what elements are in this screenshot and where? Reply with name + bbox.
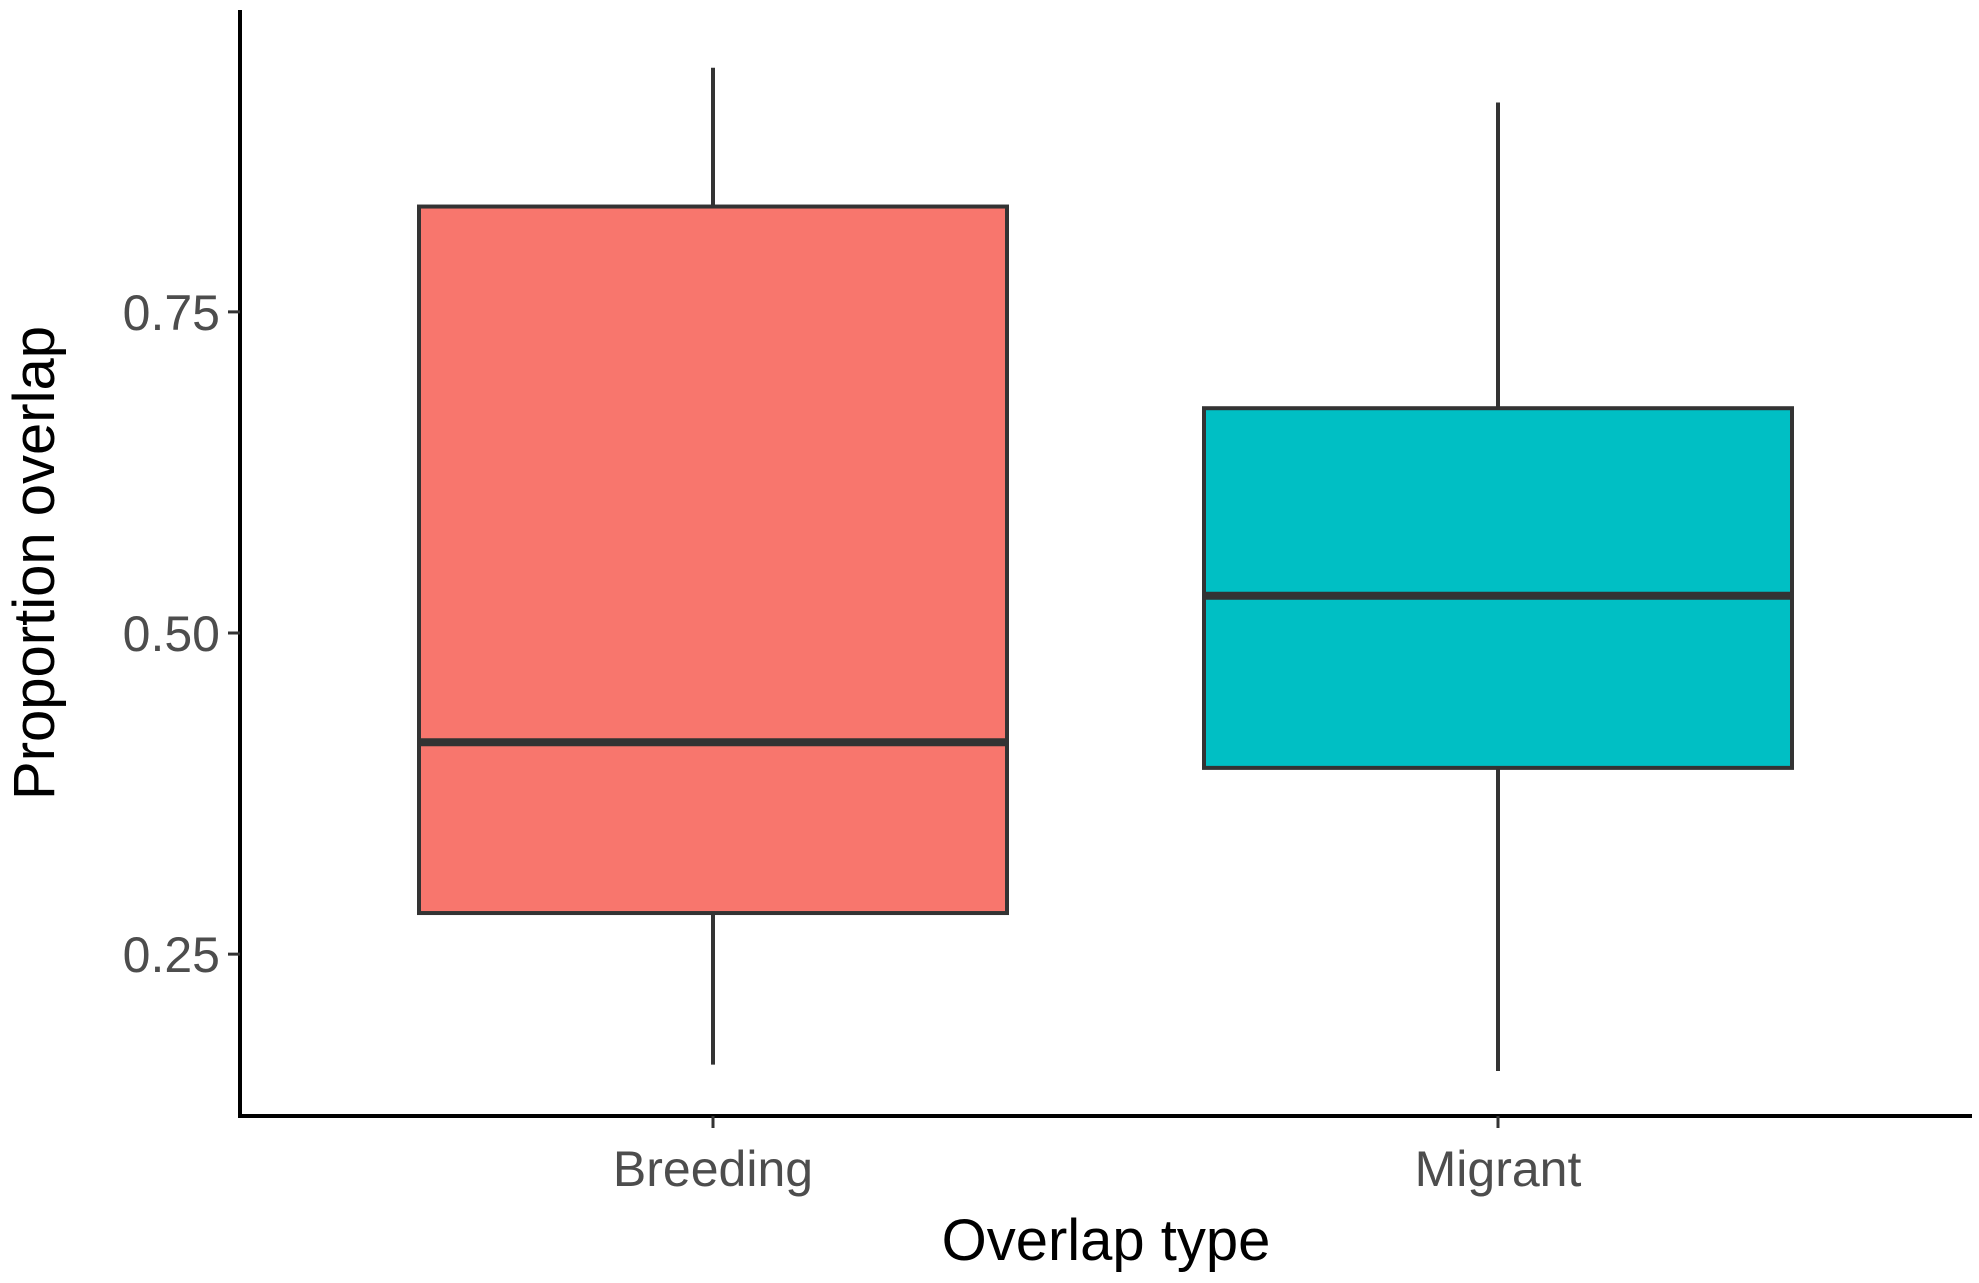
box-layer <box>417 67 1794 1072</box>
box-iqr <box>417 204 1009 916</box>
box-breeding <box>417 67 1009 1065</box>
y-tick-label: 0.25 <box>123 927 220 983</box>
y-ticks: 0.25 0.50 0.75 <box>123 285 240 983</box>
y-tick-label: 0.75 <box>123 285 220 341</box>
axes-layer <box>238 10 1972 1118</box>
x-tick-label: Migrant <box>1415 1141 1582 1197</box>
x-tick-label: Breeding <box>613 1141 813 1197</box>
y-tick-label: 0.50 <box>123 606 220 662</box>
box-iqr <box>1202 406 1794 770</box>
y-axis-title: Proportion overlap <box>2 326 67 800</box>
x-ticks: Breeding Migrant <box>613 1116 1582 1197</box>
box-migrant <box>1202 102 1794 1072</box>
x-axis-title: Overlap type <box>942 1208 1271 1273</box>
